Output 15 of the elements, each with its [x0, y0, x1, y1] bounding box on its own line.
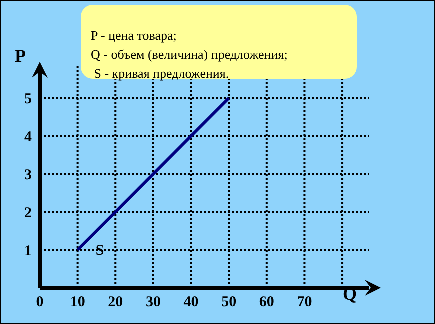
y-tick-label: 3 — [24, 167, 32, 184]
note-card: P - цена товара; Q - объем (величина) предложения; S - кривая предложения. — [81, 5, 357, 79]
y-tick-label: 5 — [24, 92, 32, 108]
x-tick-label: 10 — [70, 294, 86, 311]
y-tick-label: 4 — [24, 130, 32, 146]
y-tick-label: 2 — [24, 205, 32, 222]
y-tick-label: 1 — [24, 243, 32, 260]
x-tick-label: 0 — [36, 294, 44, 311]
x-tick-label: 70 — [297, 294, 312, 311]
x-tick-label: 40 — [184, 294, 199, 311]
x-tick-label: 20 — [108, 294, 124, 311]
y-axis-title: P — [15, 46, 26, 67]
x-tick-label: 30 — [146, 294, 161, 311]
x-tick-label: 60 — [259, 294, 274, 311]
x-tick-label: 50 — [222, 294, 237, 311]
